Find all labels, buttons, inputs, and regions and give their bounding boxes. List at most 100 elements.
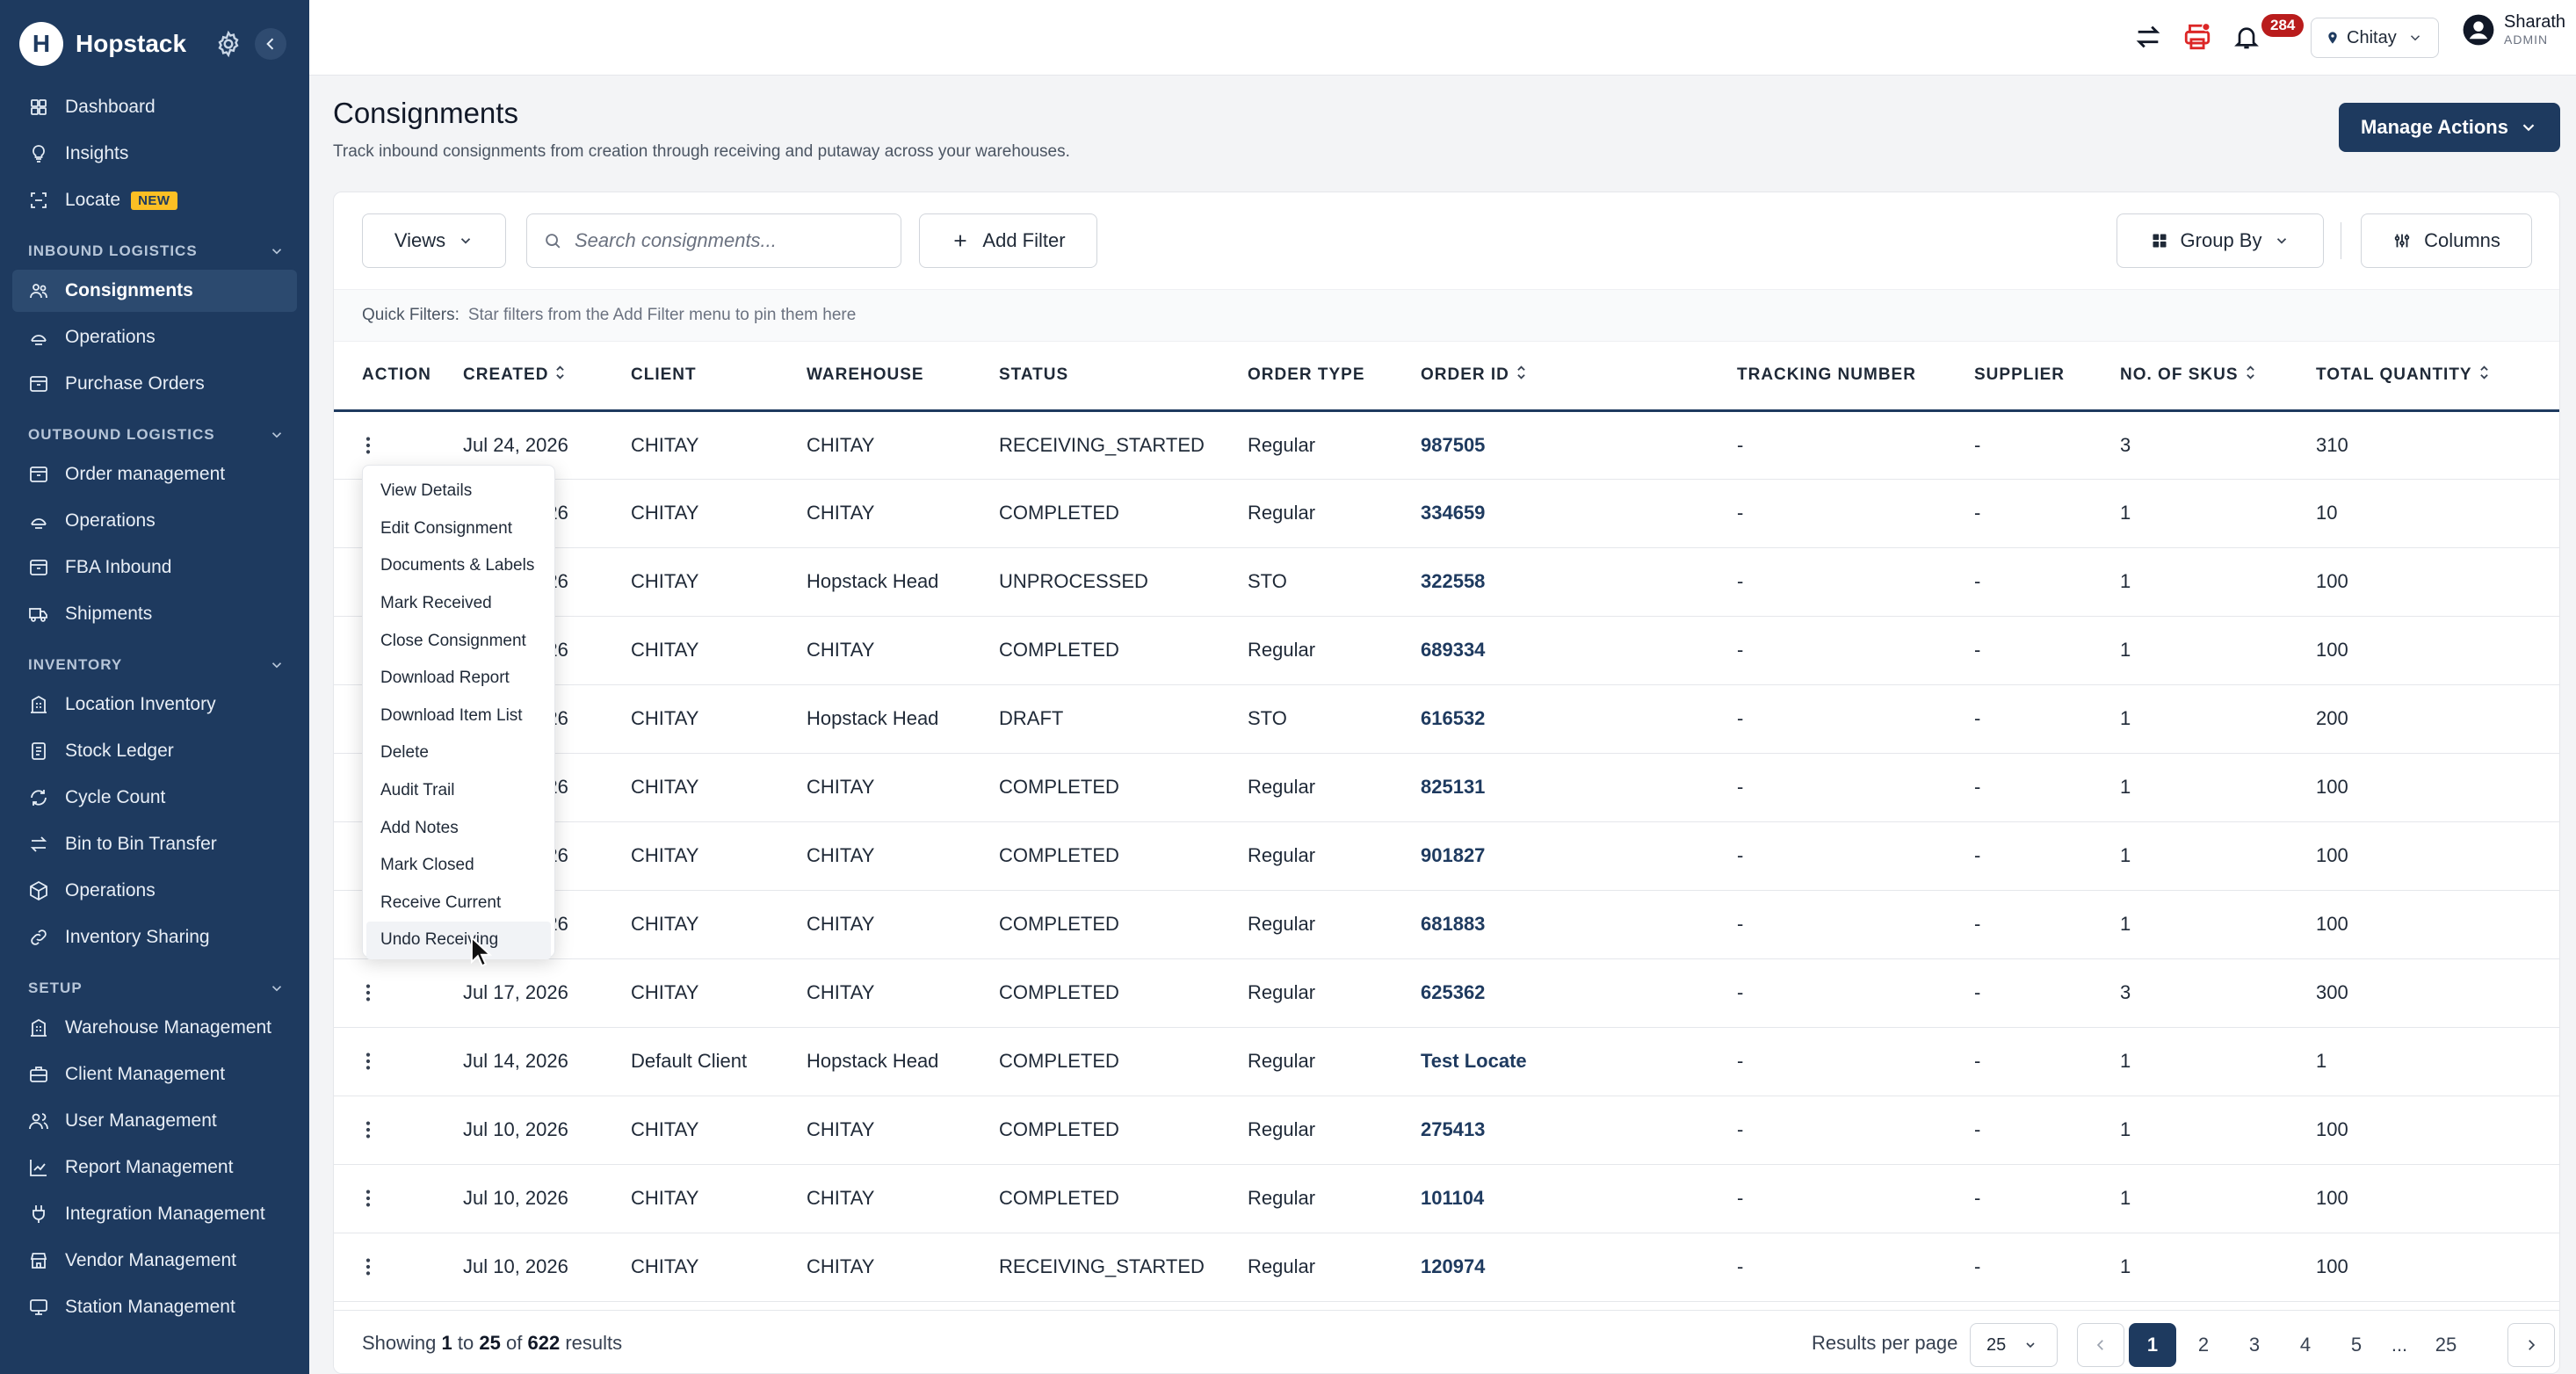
table-row: Jul 21, 2026CHITAYCHITAYCOMPLETEDRegular… xyxy=(334,616,2559,685)
location-select[interactable]: Chitay xyxy=(2311,18,2439,58)
menu-item-delete[interactable]: Delete xyxy=(380,743,429,763)
kebab-menu-icon[interactable] xyxy=(355,1112,381,1147)
menu-item-mark-closed[interactable]: Mark Closed xyxy=(380,856,474,875)
column-header-created[interactable]: CREATED xyxy=(463,342,631,412)
sidebar-item-operations[interactable]: Operations xyxy=(12,870,297,912)
menu-item-view-details[interactable]: View Details xyxy=(380,481,473,501)
sidebar-item-stock-ledger[interactable]: Stock Ledger xyxy=(12,730,297,772)
prev-page-button[interactable] xyxy=(2077,1323,2124,1367)
page-button-25[interactable]: 25 xyxy=(2435,1334,2457,1356)
cell-client: CHITAY xyxy=(631,547,807,617)
sidebar-item-order-management[interactable]: Order management xyxy=(12,453,297,495)
sidebar-item-inventory-sharing[interactable]: Inventory Sharing xyxy=(12,916,297,958)
collapse-sidebar-button[interactable] xyxy=(255,28,286,60)
cell-order-id[interactable]: 322558 xyxy=(1421,547,1737,617)
kebab-menu-icon[interactable] xyxy=(355,1044,381,1079)
switch-arrows-icon[interactable] xyxy=(2130,18,2167,55)
sidebar-item-user-management[interactable]: User Management xyxy=(12,1100,297,1142)
sidebar-item-location-inventory[interactable]: Location Inventory xyxy=(12,683,297,726)
column-header-no-of-skus[interactable]: NO. OF SKUS xyxy=(2120,342,2316,412)
column-header-total-quantity[interactable]: TOTAL QUANTITY xyxy=(2316,342,2559,412)
menu-item-download-item-list[interactable]: Download Item List xyxy=(380,705,523,725)
sidebar-item-client-management[interactable]: Client Management xyxy=(12,1053,297,1096)
views-dropdown[interactable]: Views xyxy=(362,213,506,268)
kebab-menu-icon[interactable] xyxy=(355,1249,381,1284)
sidebar-item-operations[interactable]: Operations xyxy=(12,500,297,542)
sidebar-item-cycle-count[interactable]: Cycle Count xyxy=(12,777,297,819)
settings-gear-icon[interactable] xyxy=(214,30,242,58)
sidebar-item-integration-management[interactable]: Integration Management xyxy=(12,1193,297,1235)
group-by-dropdown[interactable]: Group By xyxy=(2117,213,2324,268)
cell-tracking: - xyxy=(1737,890,1974,959)
kebab-menu-icon[interactable] xyxy=(355,1181,381,1216)
sidebar-item-purchase-orders[interactable]: Purchase Orders xyxy=(12,363,297,405)
kebab-menu-icon[interactable] xyxy=(355,975,381,1010)
results-per-page-select[interactable]: 25 xyxy=(1970,1323,2058,1367)
menu-item-edit-consignment[interactable]: Edit Consignment xyxy=(380,518,512,538)
menu-item-documents-labels[interactable]: Documents & Labels xyxy=(380,556,535,575)
kebab-menu-icon[interactable] xyxy=(355,428,381,463)
page-button-2[interactable]: 2 xyxy=(2197,1334,2210,1356)
cell-order-id[interactable]: 120974 xyxy=(1421,1233,1737,1302)
columns-button[interactable]: Columns xyxy=(2361,213,2532,268)
bell-icon[interactable] xyxy=(2228,18,2265,55)
cell-order-id[interactable]: Test Locate xyxy=(1421,1027,1737,1096)
cell-order-id[interactable]: 689334 xyxy=(1421,616,1737,685)
manage-actions-button[interactable]: Manage Actions xyxy=(2339,103,2560,152)
sidebar-item-operations[interactable]: Operations xyxy=(12,316,297,358)
add-filter-button[interactable]: Add Filter xyxy=(919,213,1097,268)
user-menu[interactable]: Sharath ADMIN xyxy=(2462,12,2565,47)
page-button-4[interactable]: 4 xyxy=(2299,1334,2312,1356)
sidebar-item-label: Vendor Management xyxy=(65,1250,236,1270)
menu-item-download-report[interactable]: Download Report xyxy=(380,669,510,688)
menu-item-mark-received[interactable]: Mark Received xyxy=(380,594,492,613)
cell-order-id[interactable]: 625362 xyxy=(1421,958,1737,1028)
next-page-button[interactable] xyxy=(2507,1323,2555,1367)
sidebar-section-outbound-logistics[interactable]: OUTBOUND LOGISTICS xyxy=(12,409,297,453)
menu-item-receive-current[interactable]: Receive Current xyxy=(380,893,502,912)
cell-order-id[interactable]: 681883 xyxy=(1421,890,1737,959)
sidebar-section-setup[interactable]: SETUP xyxy=(12,963,297,1007)
sidebar-item-label: Stock Ledger xyxy=(65,741,174,761)
sidebar-item-bin-to-bin-transfer[interactable]: Bin to Bin Transfer xyxy=(12,823,297,865)
cell-qty: 100 xyxy=(2316,753,2559,822)
sidebar-section-inventory[interactable]: INVENTORY xyxy=(12,640,297,683)
page-button-5[interactable]: 5 xyxy=(2350,1334,2363,1356)
brand[interactable]: H Hopstack xyxy=(19,21,186,67)
cell-order-id[interactable]: 825131 xyxy=(1421,753,1737,822)
printer-icon[interactable] xyxy=(2179,18,2216,55)
cell-warehouse: Hopstack Head xyxy=(807,1027,999,1096)
cell-warehouse: CHITAY xyxy=(807,1233,999,1302)
menu-item-undo-receiving[interactable]: Undo Receiving xyxy=(366,922,551,959)
cell-order-id[interactable]: 101104 xyxy=(1421,1164,1737,1233)
cell-order-type: Regular xyxy=(1248,479,1421,548)
sidebar-item-insights[interactable]: Insights xyxy=(12,133,297,175)
sidebar-section-inbound-logistics[interactable]: INBOUND LOGISTICS xyxy=(12,226,297,270)
menu-item-close-consignment[interactable]: Close Consignment xyxy=(380,631,526,650)
cell-order-id[interactable]: 616532 xyxy=(1421,684,1737,754)
sidebar-item-fba-inbound[interactable]: FBA Inbound xyxy=(12,546,297,589)
sidebar-item-vendor-management[interactable]: Vendor Management xyxy=(12,1240,297,1282)
sidebar-item-report-management[interactable]: Report Management xyxy=(12,1146,297,1189)
cell-order-id[interactable]: 987505 xyxy=(1421,410,1737,480)
sidebar-item-shipments[interactable]: Shipments xyxy=(12,593,297,635)
sidebar-item-station-management[interactable]: Station Management xyxy=(12,1286,297,1328)
column-header-order-id[interactable]: ORDER ID xyxy=(1421,342,1737,412)
column-header-order-type: ORDER TYPE xyxy=(1248,342,1421,412)
search-input[interactable] xyxy=(575,229,891,252)
of-word: of xyxy=(505,1332,523,1354)
sidebar-item-locate[interactable]: Locate NEW xyxy=(12,179,297,221)
cell-qty: 100 xyxy=(2316,821,2559,891)
menu-item-add-notes[interactable]: Add Notes xyxy=(380,818,459,837)
sidebar-item-dashboard[interactable]: Dashboard xyxy=(12,86,297,128)
page-button-3[interactable]: 3 xyxy=(2248,1334,2261,1356)
cell-skus: 1 xyxy=(2120,616,2316,685)
cell-supplier: - xyxy=(1974,410,2120,480)
cell-order-id[interactable]: 334659 xyxy=(1421,479,1737,548)
cell-order-id[interactable]: 901827 xyxy=(1421,821,1737,891)
menu-item-audit-trail[interactable]: Audit Trail xyxy=(380,781,455,800)
sidebar-item-warehouse-management[interactable]: Warehouse Management xyxy=(12,1007,297,1049)
page-button-1[interactable]: 1 xyxy=(2129,1323,2176,1367)
sidebar-item-consignments[interactable]: Consignments xyxy=(12,270,297,312)
cell-order-id[interactable]: 275413 xyxy=(1421,1096,1737,1165)
